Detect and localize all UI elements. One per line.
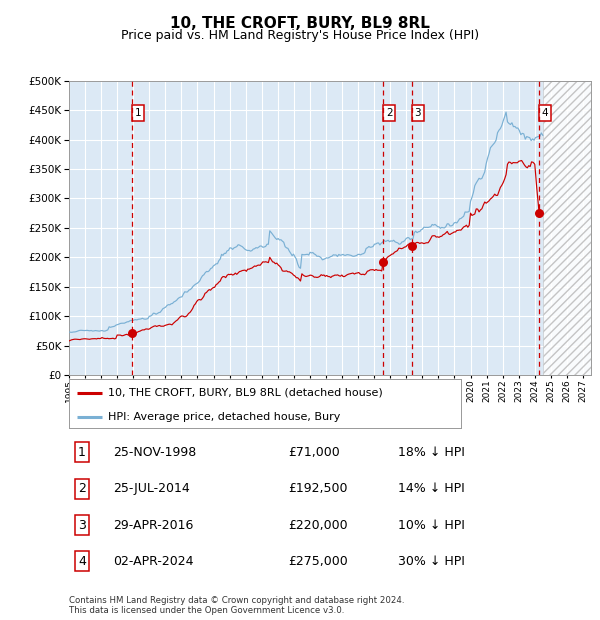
Text: 3: 3 xyxy=(415,108,421,118)
Text: Contains HM Land Registry data © Crown copyright and database right 2024.
This d: Contains HM Land Registry data © Crown c… xyxy=(69,596,404,615)
Text: 10% ↓ HPI: 10% ↓ HPI xyxy=(398,518,465,531)
Text: 1: 1 xyxy=(134,108,141,118)
Text: 29-APR-2016: 29-APR-2016 xyxy=(113,518,194,531)
Text: £220,000: £220,000 xyxy=(288,518,348,531)
Text: £192,500: £192,500 xyxy=(288,482,348,495)
Text: 25-JUL-2014: 25-JUL-2014 xyxy=(113,482,190,495)
Text: £71,000: £71,000 xyxy=(288,446,340,459)
Text: HPI: Average price, detached house, Bury: HPI: Average price, detached house, Bury xyxy=(108,412,341,422)
Text: 25-NOV-1998: 25-NOV-1998 xyxy=(113,446,197,459)
Text: 10, THE CROFT, BURY, BL9 8RL: 10, THE CROFT, BURY, BL9 8RL xyxy=(170,16,430,30)
Text: 4: 4 xyxy=(542,108,548,118)
Text: 2: 2 xyxy=(386,108,392,118)
Text: Price paid vs. HM Land Registry's House Price Index (HPI): Price paid vs. HM Land Registry's House … xyxy=(121,29,479,42)
Text: 30% ↓ HPI: 30% ↓ HPI xyxy=(398,555,465,568)
Text: 02-APR-2024: 02-APR-2024 xyxy=(113,555,194,568)
Text: 4: 4 xyxy=(78,555,86,568)
Bar xyxy=(543,81,591,375)
Text: 14% ↓ HPI: 14% ↓ HPI xyxy=(398,482,464,495)
Text: 18% ↓ HPI: 18% ↓ HPI xyxy=(398,446,465,459)
Text: 2: 2 xyxy=(78,482,86,495)
Text: 10, THE CROFT, BURY, BL9 8RL (detached house): 10, THE CROFT, BURY, BL9 8RL (detached h… xyxy=(108,388,383,398)
Text: 1: 1 xyxy=(78,446,86,459)
Text: £275,000: £275,000 xyxy=(288,555,348,568)
Text: 3: 3 xyxy=(78,518,86,531)
